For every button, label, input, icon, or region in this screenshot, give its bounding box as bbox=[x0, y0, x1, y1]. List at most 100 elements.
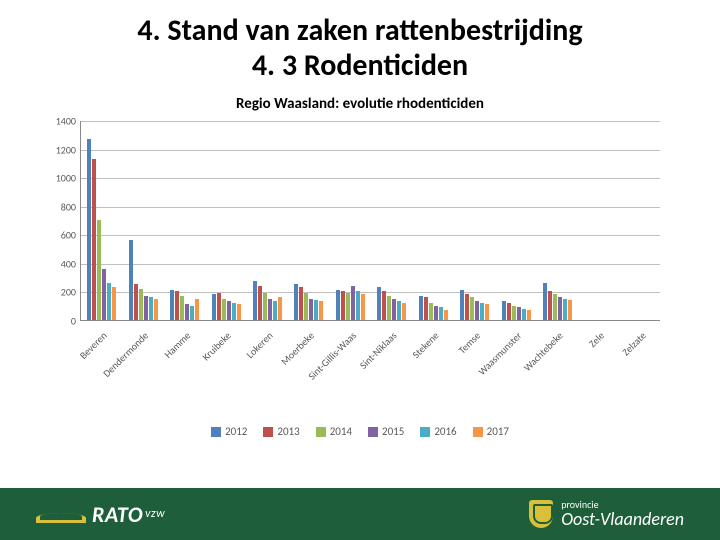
bar bbox=[351, 286, 355, 320]
legend-label: 2017 bbox=[487, 425, 509, 438]
bar bbox=[144, 296, 148, 320]
bar-group bbox=[377, 287, 406, 320]
bar-group bbox=[502, 301, 531, 320]
bar bbox=[102, 269, 106, 320]
bar bbox=[336, 290, 340, 320]
bar bbox=[237, 304, 241, 320]
bar bbox=[278, 297, 282, 320]
legend-item: 2016 bbox=[420, 425, 456, 438]
bar bbox=[563, 299, 567, 320]
bar bbox=[314, 300, 318, 320]
legend-item: 2017 bbox=[473, 425, 509, 438]
bar bbox=[129, 240, 133, 320]
bar bbox=[434, 306, 438, 320]
title-line-1: 4. Stand van zaken rattenbestrijding bbox=[137, 12, 582, 49]
slide: { "title_line1": "4. Stand van zaken rat… bbox=[0, 0, 720, 540]
bar bbox=[139, 289, 143, 320]
bar bbox=[522, 309, 526, 320]
x-tick-label: Zelzate bbox=[619, 329, 648, 358]
y-tick-label: 1000 bbox=[40, 172, 76, 185]
bar bbox=[382, 291, 386, 320]
bar bbox=[517, 307, 521, 320]
legend-label: 2013 bbox=[277, 425, 299, 438]
bar bbox=[87, 139, 91, 320]
x-tick-label: Hamme bbox=[161, 329, 193, 361]
legend-item: 2012 bbox=[211, 425, 247, 438]
bar bbox=[568, 300, 572, 320]
legend-item: 2015 bbox=[368, 425, 404, 438]
bar bbox=[419, 296, 423, 320]
bar bbox=[180, 296, 184, 320]
rato-label: RATO bbox=[92, 501, 143, 528]
bar bbox=[212, 294, 216, 320]
bar bbox=[170, 290, 174, 320]
bar bbox=[217, 293, 221, 320]
chart-title: Regio Waasland: evolutie rhodenticiden bbox=[0, 95, 720, 113]
x-tick-label: Beveren bbox=[77, 329, 110, 362]
bar bbox=[558, 297, 562, 320]
bar bbox=[195, 299, 199, 320]
bar bbox=[543, 283, 547, 320]
x-tick-label: Lokeren bbox=[244, 329, 276, 361]
bar bbox=[268, 299, 272, 320]
legend-swatch bbox=[420, 427, 430, 437]
title-line-2: 4. 3 Rodenticiden bbox=[252, 47, 468, 84]
bar bbox=[319, 301, 323, 320]
bar bbox=[175, 291, 179, 320]
y-tick-label: 1200 bbox=[40, 143, 76, 156]
x-tick-label: Kruibeke bbox=[200, 329, 234, 363]
bar bbox=[548, 291, 552, 320]
bar bbox=[92, 159, 96, 320]
bar bbox=[149, 297, 153, 320]
bar bbox=[309, 299, 313, 320]
slide-title: 4. Stand van zaken rattenbestrijding 4. … bbox=[0, 0, 720, 89]
bar bbox=[361, 294, 365, 320]
x-tick-label: Stekene bbox=[409, 329, 441, 361]
legend-swatch bbox=[368, 427, 378, 437]
y-tick-label: 0 bbox=[40, 315, 76, 328]
ov-big: Oost-Vlaanderen bbox=[561, 510, 684, 528]
x-tick-label: Waasmunster bbox=[475, 329, 524, 378]
bar bbox=[460, 290, 464, 320]
bar bbox=[190, 306, 194, 320]
bar bbox=[273, 301, 277, 320]
bar bbox=[222, 299, 226, 320]
rato-swoosh-icon bbox=[36, 505, 86, 523]
bar bbox=[97, 220, 101, 320]
bar bbox=[465, 294, 469, 320]
y-tick-label: 400 bbox=[40, 257, 76, 270]
legend-item: 2014 bbox=[316, 425, 352, 438]
bar bbox=[356, 291, 360, 320]
bar bbox=[470, 297, 474, 320]
bar bbox=[304, 293, 308, 320]
bar bbox=[112, 287, 116, 320]
legend-item: 2013 bbox=[263, 425, 299, 438]
legend: 2012 2013 2014 2015 2016 2017 bbox=[0, 425, 720, 440]
x-tick-label: Sint-Niklaas bbox=[357, 329, 400, 372]
y-tick-label: 200 bbox=[40, 286, 76, 299]
bar bbox=[444, 310, 448, 320]
oost-vlaanderen-logo: provincie Oost-Vlaanderen bbox=[529, 500, 684, 528]
bar bbox=[527, 310, 531, 320]
plot bbox=[80, 121, 660, 321]
bar-group bbox=[419, 296, 448, 320]
bar bbox=[512, 306, 516, 320]
footer: RATO vzw provincie Oost-Vlaanderen bbox=[0, 488, 720, 540]
legend-swatch bbox=[211, 427, 221, 437]
x-axis-labels: BeverenDendermondeHammeKruibekeLokerenMo… bbox=[80, 325, 660, 385]
legend-label: 2016 bbox=[434, 425, 456, 438]
x-tick-label: Wachtebeke bbox=[521, 329, 566, 374]
legend-label: 2015 bbox=[382, 425, 404, 438]
bar bbox=[253, 281, 257, 320]
x-tick-label: Temse bbox=[455, 329, 482, 356]
bar-group bbox=[460, 290, 489, 320]
bar bbox=[185, 304, 189, 320]
bar-group bbox=[87, 139, 116, 320]
bar bbox=[502, 301, 506, 320]
bar bbox=[341, 291, 345, 320]
bar bbox=[507, 303, 511, 320]
bar bbox=[299, 287, 303, 320]
bar bbox=[258, 286, 262, 320]
bar bbox=[402, 303, 406, 320]
rato-logo: RATO vzw bbox=[36, 501, 165, 528]
